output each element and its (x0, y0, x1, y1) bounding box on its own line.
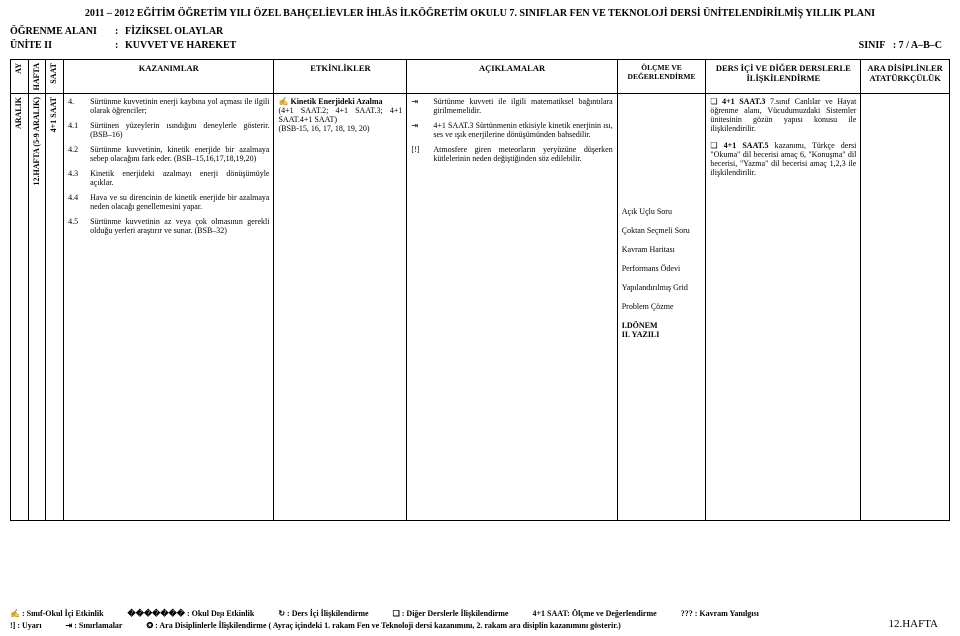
kaz-head-num: 4. (68, 97, 90, 115)
th-kazanimlar: KAZANIMLAR (64, 60, 274, 94)
legend-item: ✪ : Ara Disiplinlerle İlişkilendirme ( A… (146, 620, 620, 632)
kaz-1-num: 4.1 (68, 121, 90, 139)
legend-item: 4+1 SAAT: Ölçme ve Değerlendirme (532, 608, 656, 620)
cell-ay: ARALIK (11, 94, 29, 521)
cell-ders: ❏ 4+1 SAAT.3 7.sınıf Canlılar ve Hayat ö… (706, 94, 861, 521)
donem-1: I.DÖNEM (622, 321, 658, 330)
kaz-4-txt: Hava ve su direncinin de kinetik enerjid… (90, 193, 269, 211)
cell-hafta: 12.HAFTA (5-9 ARALIK) (28, 94, 46, 521)
olc-1: Açık Uçlu Soru (622, 207, 702, 216)
legend-item: ❏ : Diğer Derslerle İlişkilendirme (393, 608, 509, 620)
page-title: 2011 – 2012 EĞİTİM ÖĞRETİM YILI ÖZEL BAH… (10, 8, 950, 19)
donem-2: II. YAZILI (622, 330, 660, 339)
cell-olcme: Açık Uçlu Soru Çoktan Seçmeli Soru Kavra… (617, 94, 706, 521)
kaz-5-txt: Sürtünme kuvvetinin az veya çok olmasını… (90, 217, 269, 235)
legend-item: ⇥ : Sınırlamalar (66, 620, 123, 632)
th-ay: AY (11, 60, 29, 94)
olc-3: Kavram Haritası (622, 245, 702, 254)
sinif-text: SINIF (859, 40, 886, 51)
legend-item: ✍ : Sınıf-Okul İçi Etkinlik (10, 608, 104, 620)
limit-icon: ⇥ (411, 121, 433, 139)
kaz-2-txt: Sürtünme kuvvetinin, kinetik enerjide bi… (90, 145, 269, 163)
legend-item: ↻ : Ders İçi İlişkilendirme (278, 608, 368, 620)
footer-hafta: 12.HAFTA (888, 618, 938, 630)
olc-2: Çoktan Seçmeli Soru (622, 226, 702, 235)
th-etkinlikler: ETKİNLİKLER (274, 60, 407, 94)
cell-etkinlikler: ✍ Kinetik Enerjideki Azalma (4+1 SAAT.2;… (274, 94, 407, 521)
cell-aciklamalar: ⇥Sürtünme kuvveti ile ilgili matematikse… (407, 94, 617, 521)
th-hafta: HAFTA (28, 60, 46, 94)
kaz-3-num: 4.3 (68, 169, 90, 187)
etk-title: Kinetik Enerjideki Azalma (290, 97, 382, 106)
ogrenme-value: FİZİKSEL OLAYLAR (125, 25, 223, 39)
colon: : (115, 39, 125, 53)
activity-icon: ✍ (278, 97, 288, 106)
kaz-2-num: 4.2 (68, 145, 90, 163)
cell-saat: 4+1 SAAT (46, 94, 64, 521)
unite-value: KUVVET VE HAREKET (125, 39, 236, 53)
sinif-label: SINIF : 7 / A–B–C (859, 40, 942, 51)
limit-icon: ⇥ (411, 97, 433, 115)
plan-table: AY HAFTA SAAT KAZANIMLAR ETKİNLİKLER AÇI… (10, 59, 950, 521)
ogrenme-label: ÖĞRENME ALANI (10, 25, 115, 39)
warn-icon: [!] (411, 145, 433, 163)
etk-line1: (4+1 SAAT.2; 4+1 SAAT.3; 4+1 SAAT.4+1 SA… (278, 106, 402, 124)
legend-item: ������� : Okul Dışı Etkinlik (128, 608, 255, 620)
cell-kazanimlar: 4.Sürtünme kuvvetinin enerji kaybına yol… (64, 94, 274, 521)
unite-label: ÜNİTE II (10, 39, 115, 53)
etk-line2: (BSB-15, 16, 17, 18, 19, 20) (278, 124, 402, 133)
th-ders: DERS İÇİ VE DİĞER DERSLERLE İLİŞKİLENDİR… (706, 60, 861, 94)
th-aciklamalar: AÇIKLAMALAR (407, 60, 617, 94)
kaz-5-num: 4.5 (68, 217, 90, 235)
aci-2: 4+1 SAAT.3 Sürtünmenin etkisiyle kinetik… (433, 121, 612, 139)
kaz-3-txt: Kinetik enerjideki azalmayı enerji dönüş… (90, 169, 269, 187)
colon: : (115, 25, 125, 39)
aci-1: Sürtünme kuvveti ile ilgili matematiksel… (433, 97, 612, 115)
cell-ara (861, 94, 950, 521)
legend-item: ??? : Kavram Yanılgısı (681, 608, 759, 620)
olc-6: Problem Çözme (622, 302, 702, 311)
aci-3: Atmosfere giren meteorların yeryüzüne dü… (433, 145, 612, 163)
sinif-value: : 7 / A–B–C (893, 40, 942, 51)
legend-item: !] : Uyarı (10, 620, 42, 632)
table-row: ARALIK 12.HAFTA (5-9 ARALIK) 4+1 SAAT 4.… (11, 94, 950, 521)
olc-5: Yapılandırılmış Grid (622, 283, 702, 292)
olc-4: Performans Ödevi (622, 264, 702, 273)
meta-block: ÖĞRENME ALANI : FİZİKSEL OLAYLAR ÜNİTE I… (10, 25, 950, 53)
legend: ✍ : Sınıf-Okul İçi Etkinlik ������� : Ok… (10, 608, 950, 632)
th-saat: SAAT (46, 60, 64, 94)
kaz-1-txt: Sürtünen yüzeylerin ısındığını deneylerl… (90, 121, 269, 139)
link-icon: ❏ (710, 97, 717, 106)
link-icon: ❏ (710, 141, 717, 150)
kaz-head-txt: Sürtünme kuvvetinin enerji kaybına yol a… (90, 97, 269, 115)
th-olcme: ÖLÇME VE DEĞERLENDİRME (617, 60, 706, 94)
th-ara: ARA DİSİPLİNLER ATATÜRKÇÜLÜK (861, 60, 950, 94)
kaz-4-num: 4.4 (68, 193, 90, 211)
